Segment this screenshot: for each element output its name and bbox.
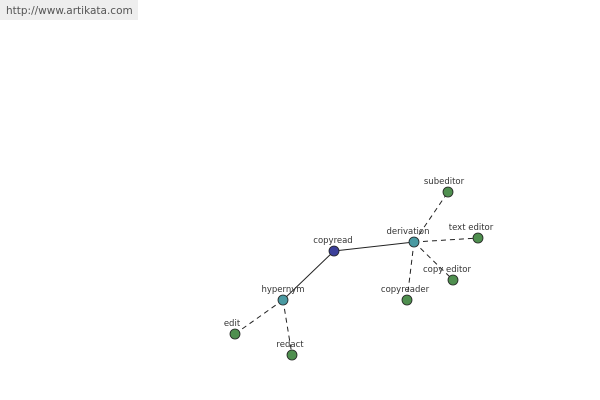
node[interactable]: [408, 236, 420, 248]
node[interactable]: [401, 294, 413, 306]
node-label[interactable]: subeditor: [424, 177, 465, 187]
node[interactable]: [442, 186, 454, 198]
node[interactable]: [286, 349, 298, 361]
edges: [234, 191, 479, 356]
node-label[interactable]: text editor: [449, 223, 494, 233]
node[interactable]: [472, 232, 484, 244]
header-box: [0, 0, 138, 20]
node[interactable]: [447, 274, 459, 286]
edge: [413, 241, 454, 281]
node-label[interactable]: derivation: [386, 227, 429, 237]
edge: [413, 191, 449, 243]
node[interactable]: [277, 294, 289, 306]
node-label[interactable]: copyreader: [381, 285, 430, 295]
node[interactable]: [229, 328, 241, 340]
node[interactable]: [328, 245, 340, 257]
edge: [333, 241, 415, 252]
edge: [234, 299, 284, 335]
edge: [282, 299, 293, 356]
node-label[interactable]: copy editor: [423, 265, 472, 275]
labels: copyread derivation hypernym subeditor t…: [224, 177, 494, 350]
nodes: [229, 186, 484, 361]
node-label[interactable]: hypernym: [261, 285, 304, 295]
node-label[interactable]: edit: [224, 319, 241, 329]
header-url[interactable]: http://www.artikata.com: [6, 5, 133, 17]
edge: [406, 241, 415, 301]
node-label[interactable]: redact: [276, 340, 304, 350]
edge: [282, 250, 335, 301]
edge: [413, 237, 479, 243]
node-label[interactable]: copyread: [313, 236, 352, 246]
